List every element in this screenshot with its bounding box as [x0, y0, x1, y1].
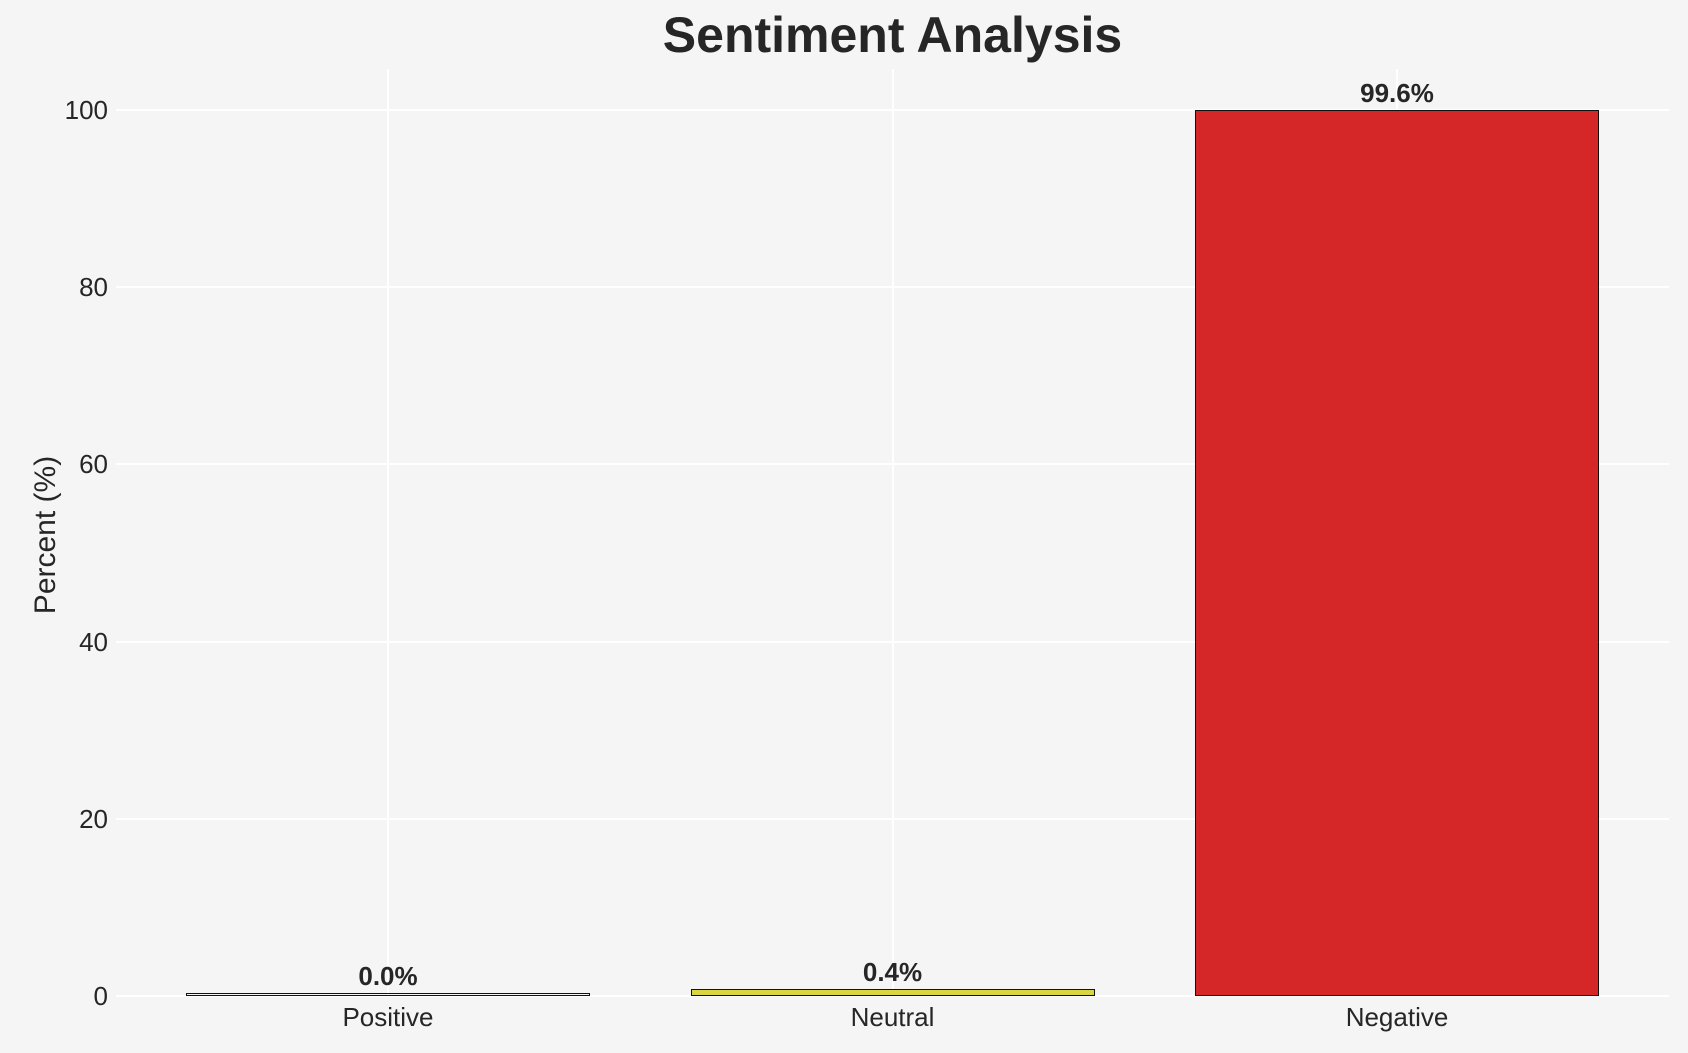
x-tick-label-neutral: Neutral [850, 1002, 935, 1032]
y-tick-label-0: 0 [93, 981, 108, 1011]
value-label-neutral: 0.4% [862, 957, 923, 988]
value-label-negative: 99.6% [1360, 78, 1434, 109]
chart-title: Sentiment Analysis [662, 7, 1123, 63]
gridline-horizontal [116, 995, 1669, 997]
y-tick-label-80: 80 [79, 272, 108, 302]
bar-neutral [690, 989, 1095, 996]
plot-area: 0.0% 0.4% 99.6% [116, 69, 1669, 997]
gridline-horizontal [116, 108, 1669, 111]
y-axis-label: Percent (%) [29, 455, 62, 615]
x-tick-label-negative: Negative [1345, 1002, 1449, 1032]
bar-negative [1195, 110, 1599, 996]
gridline-horizontal [116, 463, 1669, 466]
gridline-vertical [891, 69, 894, 996]
x-tick-label-positive: Positive [342, 1002, 434, 1032]
bar-positive [186, 993, 590, 996]
gridline-horizontal [116, 640, 1669, 643]
y-tick-label-20: 20 [79, 803, 108, 834]
y-tick-label-60: 60 [79, 449, 108, 480]
gridline-horizontal [116, 817, 1669, 820]
gridline-vertical [387, 69, 389, 996]
value-label-positive: 0.0% [358, 961, 418, 991]
y-tick-label-40: 40 [79, 626, 108, 657]
gridline-horizontal [116, 286, 1669, 289]
y-tick-label-100: 100 [64, 94, 108, 125]
